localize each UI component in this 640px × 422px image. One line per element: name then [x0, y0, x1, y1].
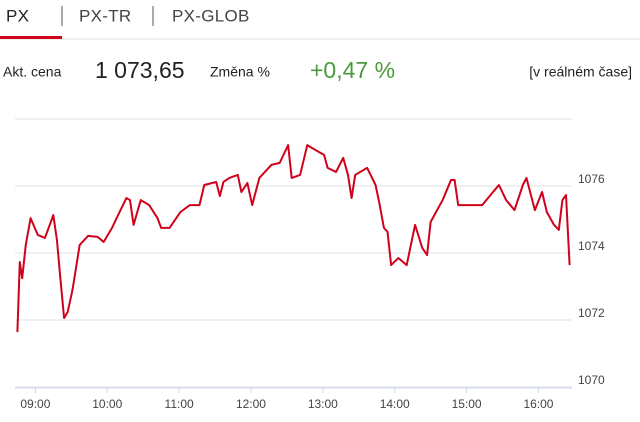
x-tick-label: 12:00	[236, 397, 266, 411]
x-tick-label: 13:00	[308, 397, 338, 411]
x-tick-label: 10:00	[92, 397, 122, 411]
price-label: Akt. cena	[3, 64, 62, 80]
x-tick-label: 14:00	[380, 397, 410, 411]
plot: 1070 1072 1074 1076 09:00 10:00 11:00 12:00 13:0…	[15, 144, 605, 411]
y-tick-label: 1070	[578, 373, 605, 387]
tab[interactable]: PX-TR	[79, 6, 132, 25]
price: 1 073,65	[95, 57, 185, 83]
y-tick-label: 1074	[578, 239, 605, 253]
change: +0,47 %	[310, 57, 395, 83]
active-tab-underline	[0, 36, 62, 39]
tab[interactable]: PX-GLOB	[172, 6, 250, 25]
x-tick-label: 15:00	[452, 397, 482, 411]
x-tick-label: 11:00	[165, 397, 194, 411]
y-tick-label: 1076	[578, 172, 605, 186]
x-tick-label: 09:00	[20, 397, 50, 411]
change-label: Změna %	[210, 64, 270, 80]
price-line	[16, 144, 571, 333]
realtime-note: [v reálném čase]	[529, 64, 632, 80]
tab[interactable]: PX	[6, 6, 29, 25]
x-tick-label: 16:00	[523, 397, 553, 411]
y-tick-label: 1072	[578, 306, 605, 320]
